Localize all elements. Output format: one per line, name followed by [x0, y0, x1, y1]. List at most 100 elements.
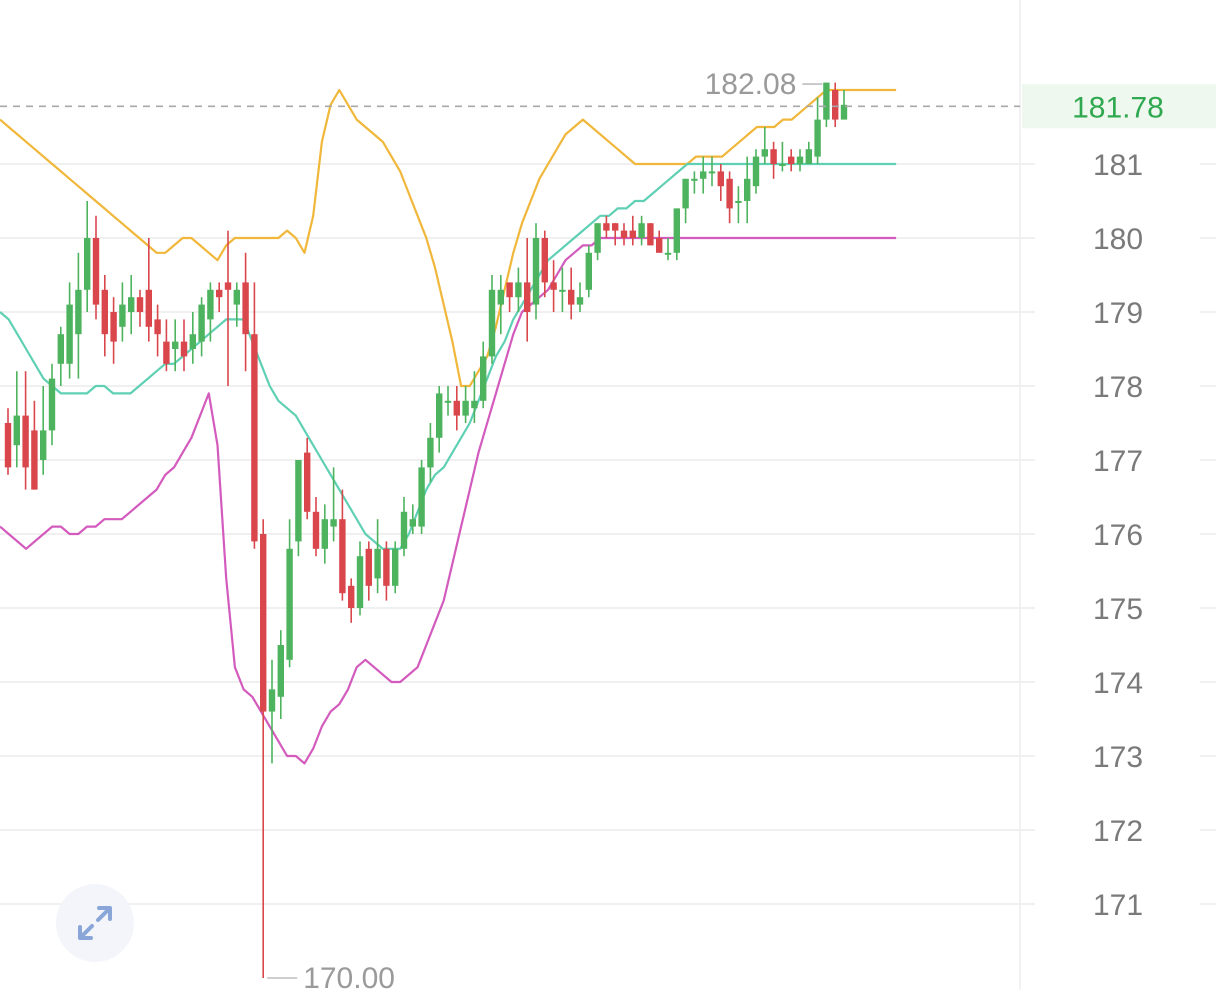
- candle-body: [532, 238, 540, 305]
- candle: [788, 149, 795, 172]
- candle: [427, 423, 434, 483]
- candle: [823, 82, 830, 127]
- candle: [260, 519, 267, 978]
- candlesticks: [4, 82, 848, 978]
- candle: [471, 371, 478, 423]
- candle: [233, 282, 240, 327]
- candle-body: [462, 400, 469, 416]
- candle: [559, 267, 566, 312]
- candle: [75, 252, 82, 379]
- candle: [207, 282, 214, 342]
- price-axis: 171 172 173 174 175 176 177 178 179 180 181: [1093, 149, 1143, 922]
- candle-body: [198, 304, 205, 342]
- candle: [374, 519, 381, 594]
- candle: [515, 267, 522, 312]
- candle-body: [277, 645, 284, 697]
- candle-body: [524, 282, 531, 312]
- candle: [550, 260, 557, 312]
- candle: [629, 215, 636, 246]
- candle: [40, 386, 47, 475]
- candle: [673, 208, 680, 261]
- candle-body: [330, 519, 337, 527]
- candle-body: [145, 289, 152, 327]
- candle-body: [392, 548, 399, 586]
- candle-body: [735, 201, 742, 203]
- candle-body: [31, 430, 38, 490]
- candle: [383, 541, 390, 601]
- y-tick-label: 181: [1093, 149, 1143, 182]
- candle: [110, 297, 117, 364]
- candle-body: [436, 393, 443, 438]
- y-tick-label: 175: [1093, 593, 1143, 626]
- candle: [444, 386, 452, 416]
- y-tick-label: 171: [1093, 889, 1143, 922]
- candle-body: [224, 282, 232, 290]
- candle-body: [603, 223, 610, 231]
- candle-body: [4, 423, 12, 468]
- candle-body: [488, 289, 496, 357]
- candle: [400, 497, 408, 557]
- candle: [770, 141, 777, 179]
- candle: [180, 319, 188, 372]
- candle: [304, 437, 311, 520]
- candle: [436, 386, 443, 453]
- band-middle-line: [0, 162, 897, 550]
- candle: [805, 141, 812, 164]
- candle-body: [761, 149, 768, 157]
- candle-body: [119, 304, 126, 327]
- last-price-badge: [1022, 84, 1216, 129]
- min-price-label: 170.00: [303, 962, 395, 990]
- candle-body: [427, 437, 434, 468]
- candle-body: [110, 312, 117, 342]
- candle: [840, 90, 848, 120]
- candle-body: [339, 519, 346, 594]
- y-tick-label: 173: [1093, 741, 1143, 774]
- candle: [700, 156, 707, 194]
- candle: [13, 371, 20, 468]
- candle: [348, 578, 355, 623]
- candle-body: [805, 149, 812, 164]
- candle: [224, 230, 232, 386]
- candle: [488, 275, 496, 364]
- candle-body: [770, 149, 777, 164]
- candle: [735, 186, 742, 224]
- candle: [163, 319, 170, 372]
- candle-body: [629, 230, 636, 238]
- candle-body: [788, 156, 795, 164]
- candle-body: [268, 689, 276, 712]
- candle: [268, 659, 276, 764]
- candle-body: [128, 297, 135, 312]
- candle: [277, 630, 284, 719]
- candle-body: [101, 289, 108, 335]
- candle-body: [506, 282, 513, 298]
- candle-body: [717, 171, 724, 187]
- candle-body: [242, 282, 249, 335]
- candle: [779, 141, 786, 172]
- candle-body: [726, 178, 733, 209]
- expand-button[interactable]: [56, 884, 134, 962]
- candle-body: [57, 334, 64, 364]
- candle-body: [823, 82, 830, 120]
- candle-body: [383, 548, 390, 586]
- candle: [356, 541, 364, 616]
- candle-body: [66, 304, 73, 364]
- candle-body: [136, 297, 144, 312]
- candle-body: [207, 289, 214, 320]
- candle-body: [568, 289, 575, 305]
- candle: [691, 171, 698, 194]
- candle: [638, 215, 645, 246]
- candle-body: [515, 282, 522, 298]
- candle-body: [365, 548, 372, 586]
- candle: [832, 82, 839, 127]
- candle-body: [708, 171, 716, 174]
- candle: [4, 408, 12, 475]
- candle: [295, 460, 302, 557]
- candle-body: [295, 460, 302, 542]
- candle: [119, 282, 126, 342]
- candle: [409, 504, 416, 534]
- candle-body: [321, 519, 328, 549]
- candle-body: [752, 156, 760, 187]
- candle-body: [409, 519, 416, 527]
- candle: [682, 178, 689, 224]
